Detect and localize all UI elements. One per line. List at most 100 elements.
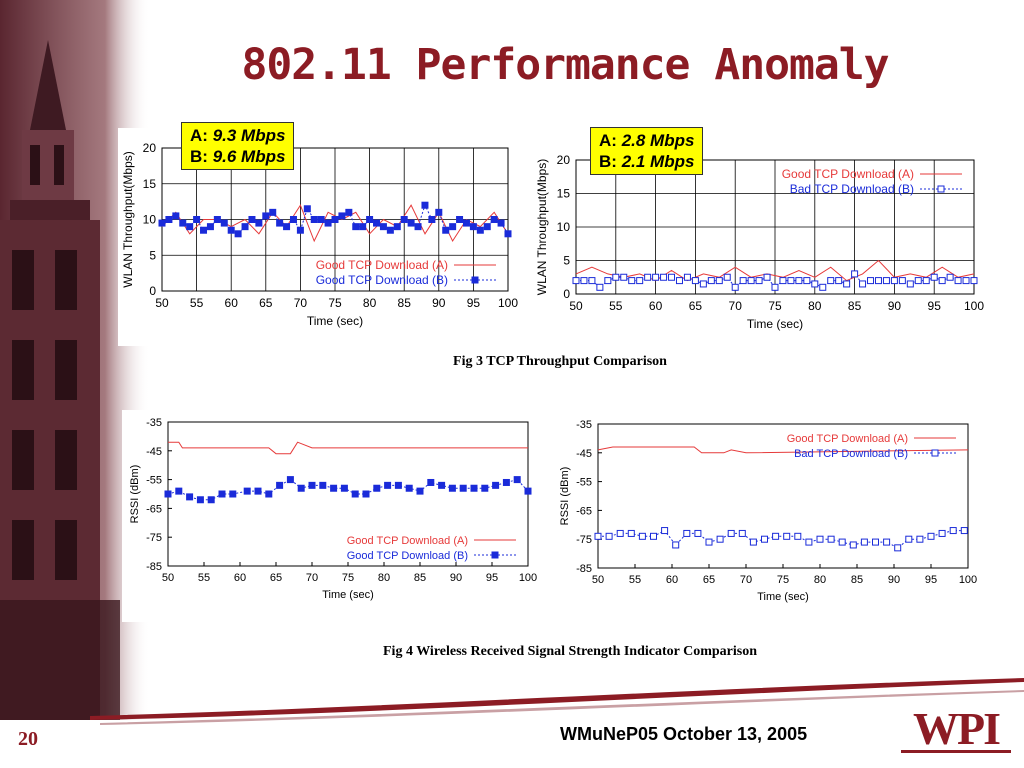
y-tick-label: -65 xyxy=(146,503,162,515)
x-tick-label: 70 xyxy=(729,299,743,313)
series-b-point xyxy=(310,216,318,223)
series-b-point xyxy=(414,223,422,231)
series-b-point xyxy=(186,223,194,231)
series-b-point xyxy=(691,277,699,285)
series-b-point xyxy=(882,277,890,285)
series-b-point xyxy=(872,538,879,546)
legend-label: Good TCP Download (B) xyxy=(347,550,468,562)
series-b-point xyxy=(476,226,484,234)
throughput-chart-a: 50 55 60 65 70 75 80 85 90 95 100 0 5 10 15 20 Time (sec… xyxy=(118,128,518,346)
x-tick-label: 90 xyxy=(888,299,902,313)
series-b-point xyxy=(435,208,443,216)
series-b-point xyxy=(922,277,930,285)
series-b-point xyxy=(605,532,613,540)
series-b-point xyxy=(644,273,652,281)
series-b-point xyxy=(683,273,691,281)
note-b-value-a: 2.8 Mbps xyxy=(621,131,695,150)
x-tick-label: 85 xyxy=(414,572,426,584)
series-b-point xyxy=(783,532,791,540)
x-tick-label: 65 xyxy=(689,299,703,313)
series-b-point xyxy=(504,230,512,238)
series-b-point xyxy=(723,273,731,281)
series-b-point xyxy=(338,212,346,220)
series-b-point xyxy=(694,529,702,537)
x-tick-label: 50 xyxy=(592,574,604,586)
series-b-point xyxy=(938,529,946,537)
series-b-point xyxy=(675,277,683,285)
x-tick-label: 50 xyxy=(155,296,169,310)
series-b-point xyxy=(400,216,408,223)
series-b-point xyxy=(620,273,628,281)
series-b-point xyxy=(851,270,859,278)
series-b-point xyxy=(492,481,500,489)
x-axis-label: Time (sec) xyxy=(757,591,809,603)
x-axis-label: Time (sec) xyxy=(747,317,803,331)
series-b-point xyxy=(255,219,263,227)
legend-label: Bad TCP Download (B) xyxy=(794,448,908,460)
series-b-point xyxy=(416,487,424,495)
series-b-point xyxy=(308,481,316,489)
y-tick-label: 15 xyxy=(557,187,571,201)
series-b-point xyxy=(449,223,457,231)
note-b-label-b: B: xyxy=(599,152,617,171)
series-b-point xyxy=(795,277,803,285)
series-b-point xyxy=(351,490,359,498)
series-b-point xyxy=(405,484,413,492)
series-b-point xyxy=(497,219,505,227)
series-b-point xyxy=(811,280,819,288)
rssi-chart-a: 50 55 60 65 70 75 80 85 90 95 100 -35 -45 -55 -65 -75 -8… xyxy=(122,410,542,622)
series-b-point xyxy=(705,538,713,546)
series-b-point xyxy=(262,212,270,220)
series-b-point xyxy=(763,273,771,281)
x-tick-label: 85 xyxy=(398,296,412,310)
series-b-point xyxy=(483,223,491,231)
x-tick-label: 75 xyxy=(328,296,342,310)
x-tick-label: 50 xyxy=(569,299,583,313)
chart-svg: 50 55 60 65 70 75 80 85 90 95 100 -35 -45 -55 -65 -75 -8… xyxy=(559,419,977,603)
x-tick-label: 60 xyxy=(225,296,239,310)
x-tick-label: 70 xyxy=(306,572,318,584)
series-b-point xyxy=(373,484,381,492)
series-b-point xyxy=(243,487,251,495)
series-b-point xyxy=(394,481,402,489)
series-b-point xyxy=(914,277,922,285)
series-b-point xyxy=(970,277,978,285)
x-tick-label: 80 xyxy=(814,574,826,586)
series-b-point xyxy=(297,484,305,492)
series-b-point xyxy=(438,481,446,489)
series-b-point xyxy=(330,484,338,492)
series-b-point xyxy=(248,216,256,223)
series-b-point xyxy=(636,277,644,285)
series-b-point xyxy=(906,280,914,288)
series-b-point xyxy=(843,280,851,288)
x-tick-label: 90 xyxy=(450,572,462,584)
series-b-point xyxy=(289,216,297,223)
series-b-point xyxy=(761,535,768,543)
footer-text: WMuNeP05 October 13, 2005 xyxy=(560,724,808,744)
series-b-point xyxy=(393,223,401,231)
y-tick-label: -55 xyxy=(576,477,592,489)
y-tick-label: -35 xyxy=(146,417,162,429)
series-b-point xyxy=(890,277,898,285)
series-b-point xyxy=(456,216,464,223)
x-tick-label: 95 xyxy=(486,572,498,584)
series-b-point xyxy=(616,529,624,537)
throughput-note-a: A: 9.3 Mbps B: 9.6 Mbps xyxy=(181,122,295,170)
series-b-point xyxy=(731,283,739,291)
chart-svg: 50 55 60 65 70 75 80 85 90 95 100 0 5 10 15 20 Time (sec… xyxy=(121,141,518,328)
x-tick-label: 60 xyxy=(649,299,663,313)
x-axis-label: Time (sec) xyxy=(322,589,374,601)
series-b-point xyxy=(596,283,604,291)
series-b-point xyxy=(331,216,339,223)
series-b-point xyxy=(276,481,284,489)
series-b-point xyxy=(650,532,657,540)
series-b-point xyxy=(193,216,201,223)
y-tick-label: 10 xyxy=(557,220,571,234)
slide-number: 20 xyxy=(18,728,38,750)
x-tick-label: 80 xyxy=(808,299,822,313)
series-b-point xyxy=(524,487,532,495)
series-b-point xyxy=(265,490,273,498)
series-b-point xyxy=(699,280,707,288)
series-b-point xyxy=(747,277,755,285)
series-b-point xyxy=(638,532,646,540)
